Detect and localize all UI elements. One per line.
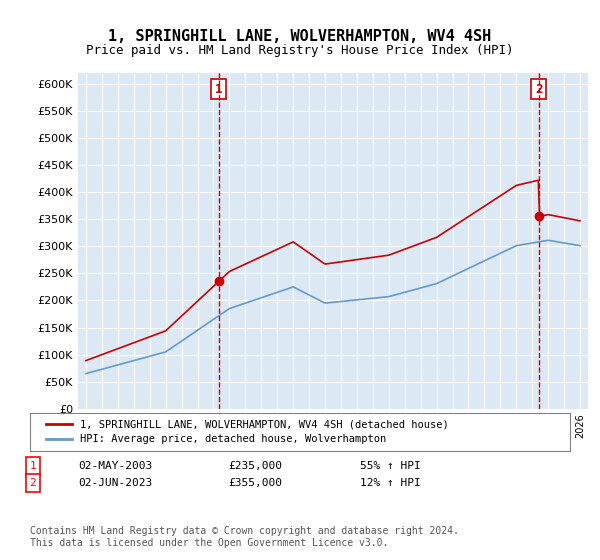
Text: 02-MAY-2003: 02-MAY-2003 bbox=[78, 461, 152, 471]
Text: 1: 1 bbox=[215, 82, 223, 96]
Text: Price paid vs. HM Land Registry's House Price Index (HPI): Price paid vs. HM Land Registry's House … bbox=[86, 44, 514, 57]
Text: 1: 1 bbox=[29, 461, 37, 471]
Text: 12% ↑ HPI: 12% ↑ HPI bbox=[360, 478, 421, 488]
Text: £355,000: £355,000 bbox=[228, 478, 282, 488]
Legend: 1, SPRINGHILL LANE, WOLVERHAMPTON, WV4 4SH (detached house), HPI: Average price,: 1, SPRINGHILL LANE, WOLVERHAMPTON, WV4 4… bbox=[41, 414, 454, 450]
Text: 55% ↑ HPI: 55% ↑ HPI bbox=[360, 461, 421, 471]
Text: Contains HM Land Registry data © Crown copyright and database right 2024.
This d: Contains HM Land Registry data © Crown c… bbox=[30, 526, 459, 548]
Text: 1, SPRINGHILL LANE, WOLVERHAMPTON, WV4 4SH: 1, SPRINGHILL LANE, WOLVERHAMPTON, WV4 4… bbox=[109, 29, 491, 44]
Text: 2: 2 bbox=[29, 478, 37, 488]
Text: £235,000: £235,000 bbox=[228, 461, 282, 471]
Text: 02-JUN-2023: 02-JUN-2023 bbox=[78, 478, 152, 488]
Text: 2: 2 bbox=[535, 82, 542, 96]
